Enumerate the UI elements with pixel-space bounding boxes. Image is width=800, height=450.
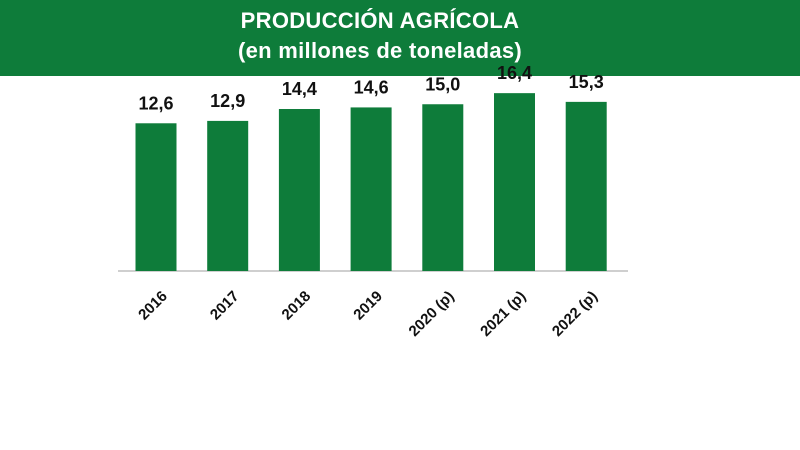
value-label: 15,0 xyxy=(425,74,460,94)
bar-2017 xyxy=(207,120,249,271)
bar-2019 xyxy=(350,107,392,271)
bar-2016 xyxy=(135,123,177,271)
bar-2022-p xyxy=(565,101,607,271)
title-banner: PRODUCCIÓN AGRÍCOLA (en millones de tone… xyxy=(0,0,800,76)
bar-2020-p xyxy=(422,104,464,271)
x-tick-label: 2021 (p) xyxy=(477,288,529,340)
x-tick-labels-group: 2016 2017 2018 2019 2020 (p) 2021 (p) 2022 (p) xyxy=(135,288,601,340)
x-tick-label: 2022 (p) xyxy=(549,288,601,340)
x-tick-label: 2020 (p) xyxy=(406,288,458,340)
bars-group xyxy=(135,93,607,272)
x-tick-label: 2018 xyxy=(279,288,315,324)
value-label: 14,6 xyxy=(354,77,389,97)
value-label: 12,9 xyxy=(210,91,245,111)
value-label: 16,4 xyxy=(497,63,532,83)
x-tick-label: 2016 xyxy=(135,288,171,324)
bar-2021-p xyxy=(494,93,535,271)
value-label: 12,6 xyxy=(138,93,173,113)
value-label: 15,3 xyxy=(569,72,604,92)
value-labels-group: 12,6 12,9 14,4 14,6 15,0 16,4 15,3 xyxy=(138,63,603,113)
x-tick-label: 2017 xyxy=(207,288,243,324)
bar-2018 xyxy=(278,109,320,272)
x-tick-label: 2019 xyxy=(350,288,386,324)
chart-subtitle: (en millones de toneladas) xyxy=(237,38,523,63)
chart-title: PRODUCCIÓN AGRÍCOLA xyxy=(240,8,520,33)
value-label: 14,4 xyxy=(282,79,317,99)
